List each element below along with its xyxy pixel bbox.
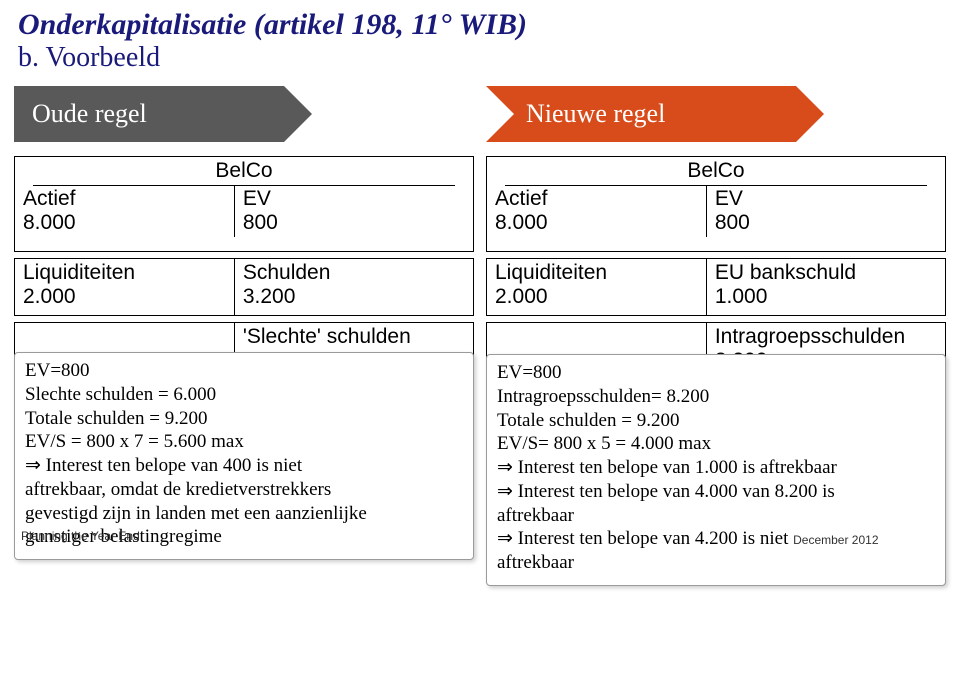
right-column: Nieuwe regel BelCo Actief 8.000 EV 800 (486, 86, 946, 586)
left-exp-l4: EV/S = 800 x 7 = 5.600 max (25, 430, 463, 454)
right-exp-l7b: aftrekbaar (497, 551, 935, 575)
right-eu-label: EU bankschuld (715, 261, 937, 285)
left-liq-val: 2.000 (23, 285, 226, 309)
right-liq-label: Liquiditeiten (495, 261, 698, 285)
left-company: BelCo (15, 157, 473, 185)
columns: Oude regel BelCo Actief 8.000 EV 800 (0, 86, 960, 586)
right-exp-l7a: Interest ten belope van 4.200 is niet (518, 528, 789, 549)
right-exp-l6b: aftrekbaar (497, 504, 935, 528)
right-exp-l2: Intragroepsschulden= 8.200 (497, 385, 935, 409)
right-eu-val: 1.000 (715, 285, 937, 309)
right-balance-mid: Liquiditeiten 2.000 EU bankschuld 1.000 (486, 258, 946, 316)
left-column: Oude regel BelCo Actief 8.000 EV 800 (14, 86, 474, 586)
right-company: BelCo (487, 157, 945, 185)
footer-left-text: Planning the Year End (21, 529, 140, 544)
left-exp-l3: Totale schulden = 9.200 (25, 407, 463, 431)
right-actief-label: Actief (495, 187, 698, 211)
left-exp-l5b: aftrekbaar, omdat de kredietverstrekkers (25, 478, 463, 502)
left-sch-val: 3.200 (243, 285, 465, 309)
left-exp-l2: Slechte schulden = 6.000 (25, 383, 463, 407)
left-slechte-label: 'Slechte' schulden (243, 325, 465, 349)
new-rule-banner: Nieuwe regel (486, 86, 946, 142)
old-rule-banner: Oude regel (14, 86, 474, 142)
left-exp-l1: EV=800 (25, 359, 463, 383)
left-actief-val: 8.000 (23, 211, 226, 235)
right-liq-val: 2.000 (495, 285, 698, 309)
right-exp-l4: EV/S= 800 x 5 = 4.000 max (497, 432, 935, 456)
right-ev-val: 800 (715, 211, 937, 235)
footer-right-date: December 2012 (793, 533, 878, 547)
left-exp-l5c: gevestigd zijn in landen met een aanzien… (25, 502, 463, 526)
left-exp-l5a: Interest ten belope van 400 is niet (25, 454, 463, 478)
new-rule-banner-label: Nieuwe regel (486, 86, 796, 142)
right-balance-top: BelCo Actief 8.000 EV 800 (486, 156, 946, 252)
left-balance-mid: Liquiditeiten 2.000 Schulden 3.200 (14, 258, 474, 316)
old-rule-banner-label: Oude regel (14, 86, 284, 142)
left-explain-box: EV=800 Slechte schulden = 6.000 Totale s… (14, 352, 474, 560)
right-actief-val: 8.000 (495, 211, 698, 235)
page-subtitle: b. Voorbeeld (0, 42, 960, 86)
right-balance: BelCo Actief 8.000 EV 800 Liquidit (486, 156, 946, 380)
left-actief-label: Actief (23, 187, 226, 211)
right-exp-l6a: Interest ten belope van 4.000 van 8.200 … (497, 480, 935, 504)
left-balance-top: BelCo Actief 8.000 EV 800 (14, 156, 474, 252)
right-intra-label: Intragroepsschulden (715, 325, 937, 349)
page-title: Onderkapitalisatie (artikel 198, 11° WIB… (0, 0, 960, 42)
right-ev-label: EV (715, 187, 937, 211)
left-ev-val: 800 (243, 211, 465, 235)
left-sch-label: Schulden (243, 261, 465, 285)
right-explain-box: EV=800 Intragroepsschulden= 8.200 Totale… (486, 354, 946, 586)
divider (33, 185, 454, 186)
right-exp-l1: EV=800 (497, 361, 935, 385)
left-liq-label: Liquiditeiten (23, 261, 226, 285)
right-exp-l3: Totale schulden = 9.200 (497, 409, 935, 433)
right-exp-l5: Interest ten belope van 1.000 is aftrekb… (497, 456, 935, 480)
left-ev-label: EV (243, 187, 465, 211)
divider (505, 185, 926, 186)
